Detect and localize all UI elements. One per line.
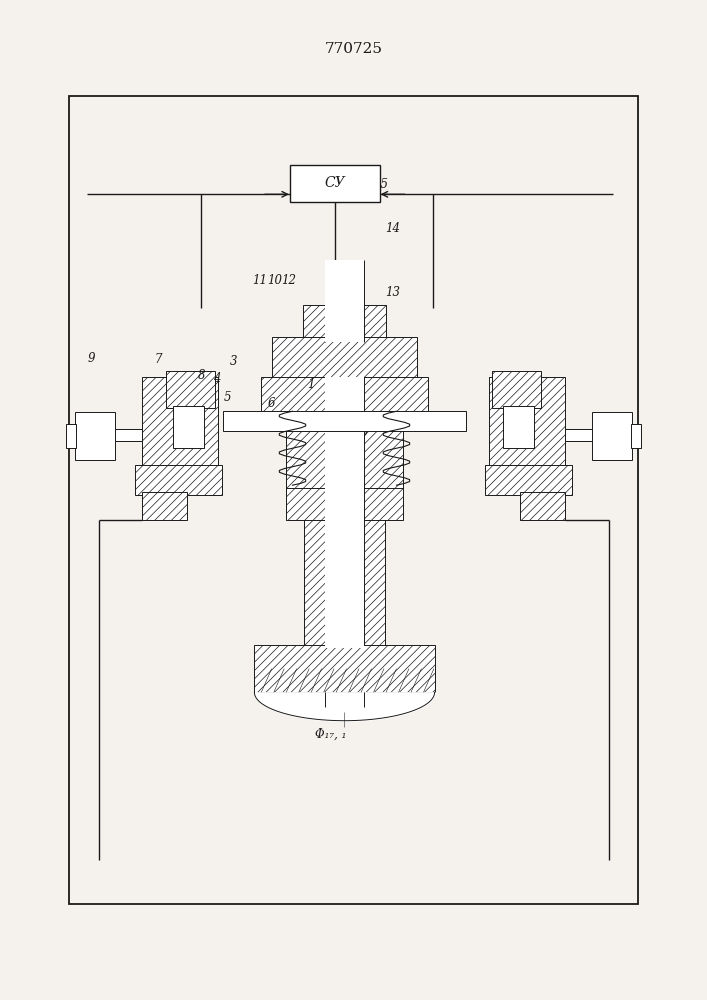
Text: 9: 9 xyxy=(88,352,95,365)
Text: 12: 12 xyxy=(281,274,296,287)
Text: 770725: 770725 xyxy=(325,42,382,56)
Bar xyxy=(565,429,620,441)
Text: 6: 6 xyxy=(267,397,275,410)
Bar xyxy=(69,96,638,904)
Text: 4: 4 xyxy=(213,372,221,385)
Text: 8: 8 xyxy=(197,369,205,382)
Text: 10: 10 xyxy=(267,274,283,287)
Bar xyxy=(303,305,386,342)
Bar xyxy=(485,465,572,495)
Bar xyxy=(173,406,204,448)
Bar xyxy=(262,377,428,426)
Bar xyxy=(325,488,364,520)
Bar xyxy=(255,645,435,692)
Bar xyxy=(520,492,565,520)
Bar xyxy=(87,429,142,441)
Text: 2: 2 xyxy=(409,418,417,431)
Bar xyxy=(135,465,222,495)
Bar xyxy=(592,412,632,460)
Bar xyxy=(355,308,364,599)
Bar xyxy=(489,377,565,470)
Bar xyxy=(304,495,385,648)
Bar xyxy=(142,492,187,520)
Text: CУ: CУ xyxy=(325,176,345,190)
Bar xyxy=(75,412,115,460)
Text: 14: 14 xyxy=(385,222,399,235)
Bar xyxy=(503,406,534,448)
Bar xyxy=(325,377,364,426)
Text: 13: 13 xyxy=(385,286,399,299)
Bar xyxy=(325,423,364,490)
Bar xyxy=(325,260,364,342)
Text: Φ₁₇, ₁: Φ₁₇, ₁ xyxy=(315,728,346,741)
Text: 16: 16 xyxy=(353,426,368,439)
Text: 1: 1 xyxy=(307,378,315,391)
Bar xyxy=(142,377,218,470)
Bar xyxy=(325,495,364,648)
Bar xyxy=(223,411,466,431)
Bar xyxy=(631,424,641,448)
Text: 7: 7 xyxy=(155,353,162,366)
Text: 11: 11 xyxy=(252,274,267,287)
Bar xyxy=(166,371,215,408)
Text: 5: 5 xyxy=(224,391,231,404)
Bar xyxy=(325,308,334,599)
Bar xyxy=(492,371,541,408)
Bar xyxy=(286,488,404,520)
Bar xyxy=(286,423,404,490)
Bar xyxy=(271,337,417,382)
Bar xyxy=(66,424,76,448)
Bar xyxy=(290,165,380,202)
Text: 15: 15 xyxy=(373,178,388,191)
Text: 3: 3 xyxy=(230,355,238,368)
